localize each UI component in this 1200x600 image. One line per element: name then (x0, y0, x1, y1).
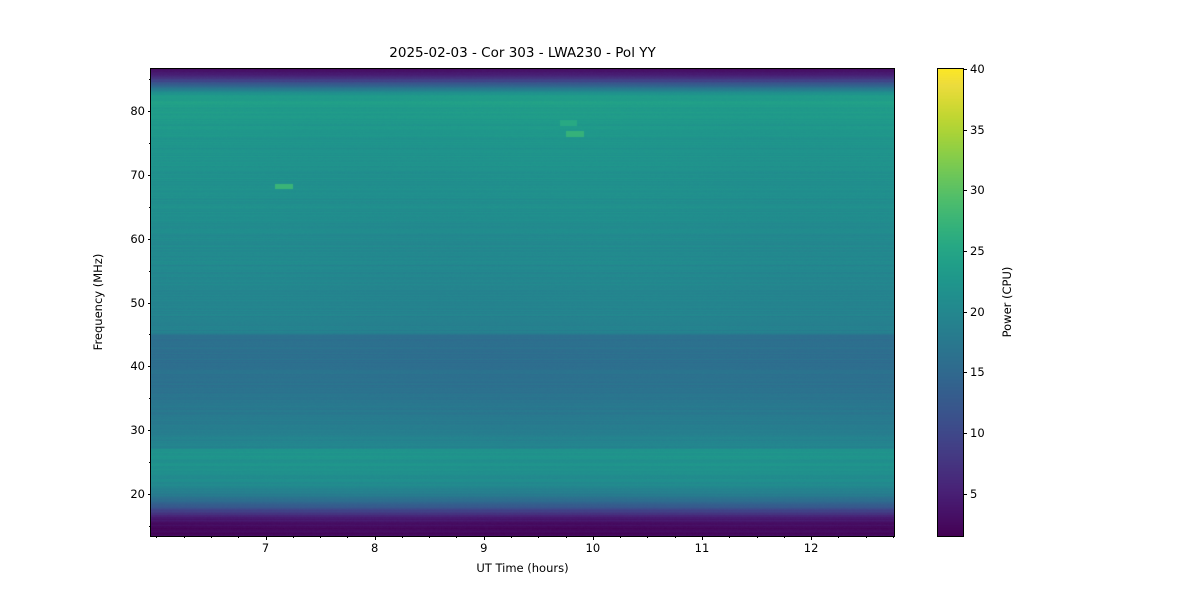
y-axis-minor-tick (149, 525, 151, 527)
x-axis-minor-tick (156, 536, 158, 538)
x-axis-minor-tick (320, 536, 322, 538)
colorbar-tick-label: 40 (970, 62, 985, 76)
colorbar-label: Power (CPU) (1000, 266, 1014, 338)
x-axis-minor-tick (865, 536, 867, 538)
x-axis-minor-tick (401, 536, 403, 538)
colorbar-tick (963, 493, 967, 495)
y-axis-tick (147, 493, 151, 495)
x-axis-tick (811, 536, 813, 540)
colorbar-gradient (938, 69, 963, 536)
y-axis-tick (147, 430, 151, 432)
y-axis-tick-label: 20 (130, 486, 145, 501)
y-axis-tick-label: 70 (130, 167, 145, 182)
x-axis-tick (592, 536, 594, 540)
x-axis-minor-tick (211, 536, 212, 538)
x-axis-minor-tick (674, 536, 676, 538)
x-axis-minor-tick (892, 536, 894, 538)
x-axis-tick (483, 536, 485, 540)
y-axis-tick (147, 238, 151, 240)
x-axis-minor-tick (429, 536, 431, 538)
y-axis-tick-label: 80 (130, 104, 145, 119)
colorbar-tick-label: 20 (970, 304, 985, 319)
x-axis-tick-label: 9 (480, 541, 488, 555)
colorbar-tick-label: 35 (970, 122, 985, 137)
x-axis-minor-tick (783, 536, 785, 538)
x-axis-tick (374, 536, 376, 540)
y-axis-minor-tick (149, 79, 151, 81)
x-axis-minor-tick (647, 536, 649, 538)
y-axis-tick-label: 40 (130, 359, 145, 374)
y-axis-minor-tick (149, 461, 151, 463)
colorbar-tick (963, 190, 967, 192)
x-axis-minor-tick (183, 536, 185, 538)
x-axis-tick (701, 536, 703, 540)
colorbar-tick-label: 15 (970, 365, 985, 380)
x-axis-minor-tick (456, 536, 458, 538)
spectrogram-plot-area: 20 30 40 50 60 70 80 7 8 9 10 11 12 (130, 68, 895, 555)
colorbar-tick-label: 5 (970, 486, 978, 501)
y-axis-tick (147, 302, 151, 304)
colorbar-tick-label: 25 (970, 243, 985, 258)
x-axis-tick-label: 7 (261, 541, 270, 555)
y-axis-tick (147, 111, 151, 113)
x-axis-minor-tick (565, 536, 567, 538)
y-axis-minor-tick (149, 143, 151, 144)
y-axis-minor-tick (149, 270, 151, 272)
colorbar-tick (963, 250, 967, 252)
y-axis-minor-tick (149, 398, 151, 400)
colorbar-tick (963, 372, 967, 374)
y-axis-tick-label: 60 (130, 231, 145, 246)
x-axis-minor-tick (511, 536, 513, 538)
x-axis-minor-tick (756, 536, 758, 538)
x-axis-label: UT Time (hours) (476, 561, 569, 575)
y-axis-minor-tick (149, 334, 151, 336)
colorbar-tick-label: 30 (970, 183, 985, 198)
spectrogram-image (151, 69, 894, 536)
x-axis-minor-tick (238, 536, 240, 538)
page-title: 2025-02-03 - Cor 303 - LWA230 - Pol YY (389, 45, 656, 61)
colorbar: 5 10 15 20 25 30 35 40 (937, 62, 985, 537)
x-axis-minor-tick (838, 536, 840, 538)
y-axis-minor-tick (149, 206, 151, 208)
colorbar-tick (963, 432, 967, 434)
colorbar-tick (963, 69, 967, 70)
x-axis-tick-label: 10 (585, 541, 601, 555)
x-axis-minor-tick (729, 536, 731, 538)
x-axis-tick-label: 8 (370, 541, 379, 555)
colorbar-tick-label: 10 (970, 425, 985, 440)
y-axis-label: Frequency (MHz) (91, 253, 105, 351)
y-axis-tick-label: 30 (130, 423, 145, 438)
x-axis-minor-tick (347, 536, 349, 538)
x-axis-tick-label: 12 (803, 541, 819, 555)
y-axis-tick (147, 174, 151, 176)
colorbar-tick (963, 129, 967, 131)
x-axis-minor-tick (538, 536, 540, 538)
x-axis-tick (265, 536, 267, 540)
x-axis-minor-tick (620, 536, 622, 538)
x-axis-minor-tick (292, 536, 294, 538)
colorbar-tick (963, 311, 967, 313)
y-axis-tick (147, 366, 151, 368)
x-axis-tick-label: 11 (694, 541, 710, 555)
y-axis-tick-label: 50 (130, 295, 145, 310)
